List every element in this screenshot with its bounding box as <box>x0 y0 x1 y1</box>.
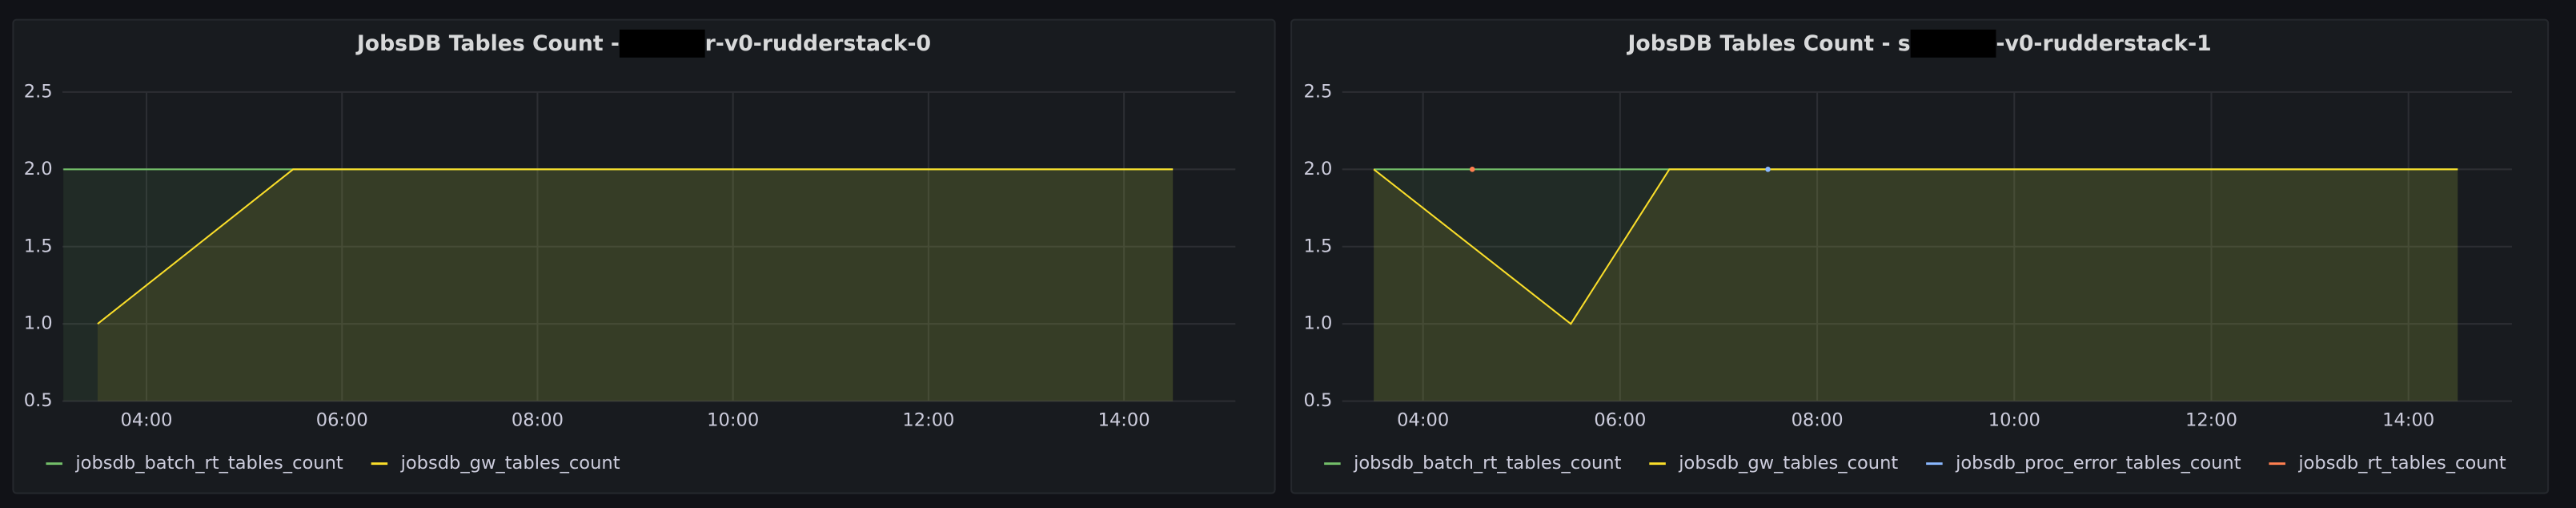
x-tick-label: 08:00 <box>512 410 564 431</box>
x-tick-label: 10:00 <box>707 410 759 431</box>
y-tick-label: 2.5 <box>1304 81 1333 102</box>
x-tick-label: 04:00 <box>120 410 172 431</box>
y-tick-label: 1.5 <box>1304 236 1333 256</box>
x-tick-label: 10:00 <box>1988 410 2040 431</box>
panel-title-suffix: -v0-rudderstack-1 <box>1996 31 2211 56</box>
legend-label: jobsdb_rt_tables_count <box>2297 453 2506 474</box>
redaction <box>619 29 705 58</box>
x-tick-label: 14:00 <box>1098 410 1150 431</box>
legend-label: jobsdb_proc_error_tables_count <box>1955 453 2241 474</box>
series-line <box>97 168 1174 325</box>
panel <box>12 18 1276 494</box>
x-tick-label: 14:00 <box>2382 410 2434 431</box>
data-point <box>1765 167 1771 172</box>
panel-title: JobsDB Tables Count - s <box>1626 31 1910 56</box>
x-tick-label: 06:00 <box>316 410 368 431</box>
legend-label: jobsdb_batch_rt_tables_count <box>1353 453 1621 474</box>
y-tick-label: 2.0 <box>24 159 53 179</box>
legend-label: jobsdb_batch_rt_tables_count <box>74 453 343 474</box>
x-tick-label: 04:00 <box>1397 410 1449 431</box>
y-tick-label: 1.0 <box>1304 313 1333 334</box>
series-area <box>97 169 1174 401</box>
y-tick-label: 2.0 <box>1304 159 1333 179</box>
series-area <box>63 169 1174 401</box>
series-area <box>1374 169 2458 401</box>
panel-title-suffix: r-v0-rudderstack-0 <box>705 31 931 56</box>
series-area <box>1374 169 2458 401</box>
x-tick-label: 12:00 <box>902 410 954 431</box>
y-tick-label: 2.5 <box>24 81 53 102</box>
y-tick-label: 0.5 <box>24 390 53 411</box>
x-tick-label: 12:00 <box>2185 410 2237 431</box>
y-tick-label: 1.5 <box>24 236 53 256</box>
y-tick-label: 1.0 <box>24 313 53 334</box>
legend-label: jobsdb_gw_tables_count <box>400 453 620 474</box>
x-tick-label: 06:00 <box>1594 410 1646 431</box>
data-point <box>1469 167 1475 172</box>
redaction <box>1910 29 1996 58</box>
legend-label: jobsdb_gw_tables_count <box>1678 453 1898 474</box>
panel <box>1290 18 2550 494</box>
x-tick-label: 08:00 <box>1792 410 1844 431</box>
series-line <box>1373 168 2458 325</box>
y-tick-label: 0.5 <box>1304 390 1333 411</box>
panel-title: JobsDB Tables Count - <box>355 31 620 56</box>
